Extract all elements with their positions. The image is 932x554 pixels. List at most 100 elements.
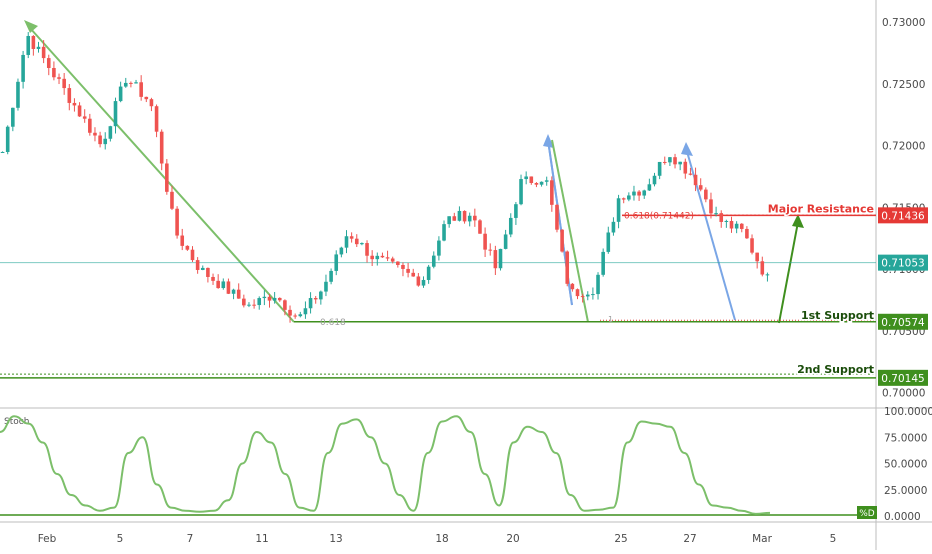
candle-body — [724, 220, 729, 222]
candle-body — [11, 107, 15, 127]
candle-body — [503, 234, 508, 249]
price-badges: 0.71436 0.71053 0.70574 0.70145 — [878, 207, 928, 386]
candle-body — [452, 216, 457, 221]
candle-body — [216, 280, 220, 289]
candle-body — [591, 294, 595, 296]
time-tick-label: 25 — [614, 533, 627, 545]
candle-body — [221, 281, 226, 289]
candle-body — [313, 298, 318, 300]
candle-body — [467, 215, 472, 222]
candle-body — [144, 96, 149, 100]
candle-body — [36, 46, 41, 49]
downtrend-arrowhead — [24, 20, 38, 33]
candle-body — [447, 216, 451, 225]
first-support-price-badge-text: 0.70574 — [881, 317, 925, 329]
stoch-percent-d-line — [0, 415, 771, 515]
candle-body — [26, 35, 31, 55]
stoch-tick-label: 100.0000 — [884, 406, 932, 418]
candle-body — [709, 199, 713, 214]
candle-body — [139, 82, 143, 97]
candle-body — [596, 274, 600, 295]
candle-body — [508, 217, 513, 235]
candle-body — [41, 46, 46, 59]
candle-body — [108, 126, 113, 139]
candle-body — [698, 185, 703, 190]
candle-body — [750, 238, 754, 253]
time-axis-ticks: Feb 5 7 11 13 18 20 25 27 Mar 5 — [38, 533, 837, 545]
candle-body — [329, 270, 333, 282]
candle-body — [760, 261, 765, 275]
candle-body — [375, 255, 380, 260]
candle-body — [678, 161, 682, 165]
candle-body — [180, 235, 185, 246]
candle-body — [585, 294, 590, 297]
candle-body — [206, 267, 210, 277]
candle-body — [704, 189, 708, 200]
candle-body — [416, 276, 421, 286]
candle-body — [308, 298, 313, 309]
candle-body — [385, 257, 390, 259]
candle-body — [52, 67, 56, 78]
candle-body — [159, 131, 164, 164]
time-tick-label: 7 — [187, 533, 194, 545]
candle-body — [354, 238, 359, 245]
candle-body — [16, 81, 20, 108]
time-tick-label: 27 — [683, 533, 696, 545]
projected-up-arrowhead — [792, 214, 804, 228]
candle-body — [236, 289, 241, 299]
candle-body — [134, 82, 138, 84]
candle-body — [267, 296, 272, 301]
candle-body — [637, 191, 641, 196]
resistance-price-badge — [878, 207, 928, 224]
candle-body — [611, 221, 616, 233]
price-tick-label: 0.73000 — [882, 17, 925, 29]
candle-body — [478, 220, 482, 234]
candle-body — [662, 161, 667, 163]
candle-body — [67, 88, 72, 103]
candle-body — [396, 261, 400, 265]
time-tick-label: 5 — [117, 533, 124, 545]
time-tick-label: 5 — [830, 533, 837, 545]
candle-body — [344, 236, 349, 248]
time-tick-label: 11 — [255, 533, 268, 545]
candle-body — [688, 173, 693, 175]
candle-body — [426, 266, 431, 280]
candle-body — [668, 157, 672, 163]
candle-body — [21, 54, 25, 82]
time-tick-label: 18 — [435, 533, 448, 545]
candle-body — [77, 105, 82, 117]
candle-body — [555, 204, 559, 230]
stoch-tick-label: 50.0000 — [884, 459, 927, 471]
time-tick-label: 20 — [506, 533, 519, 545]
candle-body — [765, 274, 770, 276]
blue-arrowhead-1 — [543, 134, 554, 148]
blue-arrowhead-2 — [681, 142, 693, 156]
candle-body — [200, 267, 205, 270]
candle-body — [498, 248, 503, 269]
candle-body — [642, 190, 647, 196]
candle-body — [72, 102, 77, 106]
candle-body — [606, 232, 611, 252]
candle-body — [739, 223, 744, 229]
candle-body — [519, 179, 523, 205]
time-tick-label: 13 — [329, 533, 342, 545]
candle-body — [252, 304, 256, 306]
candle-body — [242, 298, 246, 306]
candle-body — [277, 297, 282, 301]
candle-body — [421, 279, 426, 286]
candle-body — [401, 264, 405, 269]
candle-body — [745, 228, 749, 239]
stoch-axis-ticks: 100.0000 75.0000 50.0000 25.0000 0.0000 — [884, 406, 932, 523]
candle-body — [442, 224, 446, 241]
candle-body — [390, 258, 395, 262]
time-tick-label: Feb — [38, 533, 57, 545]
stoch-tick-label: 0.0000 — [884, 511, 921, 523]
candle-body — [324, 281, 328, 292]
candle-body — [154, 106, 159, 132]
candle-body — [303, 308, 308, 315]
candle-body — [113, 101, 118, 127]
candle-body — [195, 260, 200, 270]
candle-body — [149, 99, 154, 107]
candle-body — [601, 251, 605, 275]
candle-body — [616, 198, 621, 222]
